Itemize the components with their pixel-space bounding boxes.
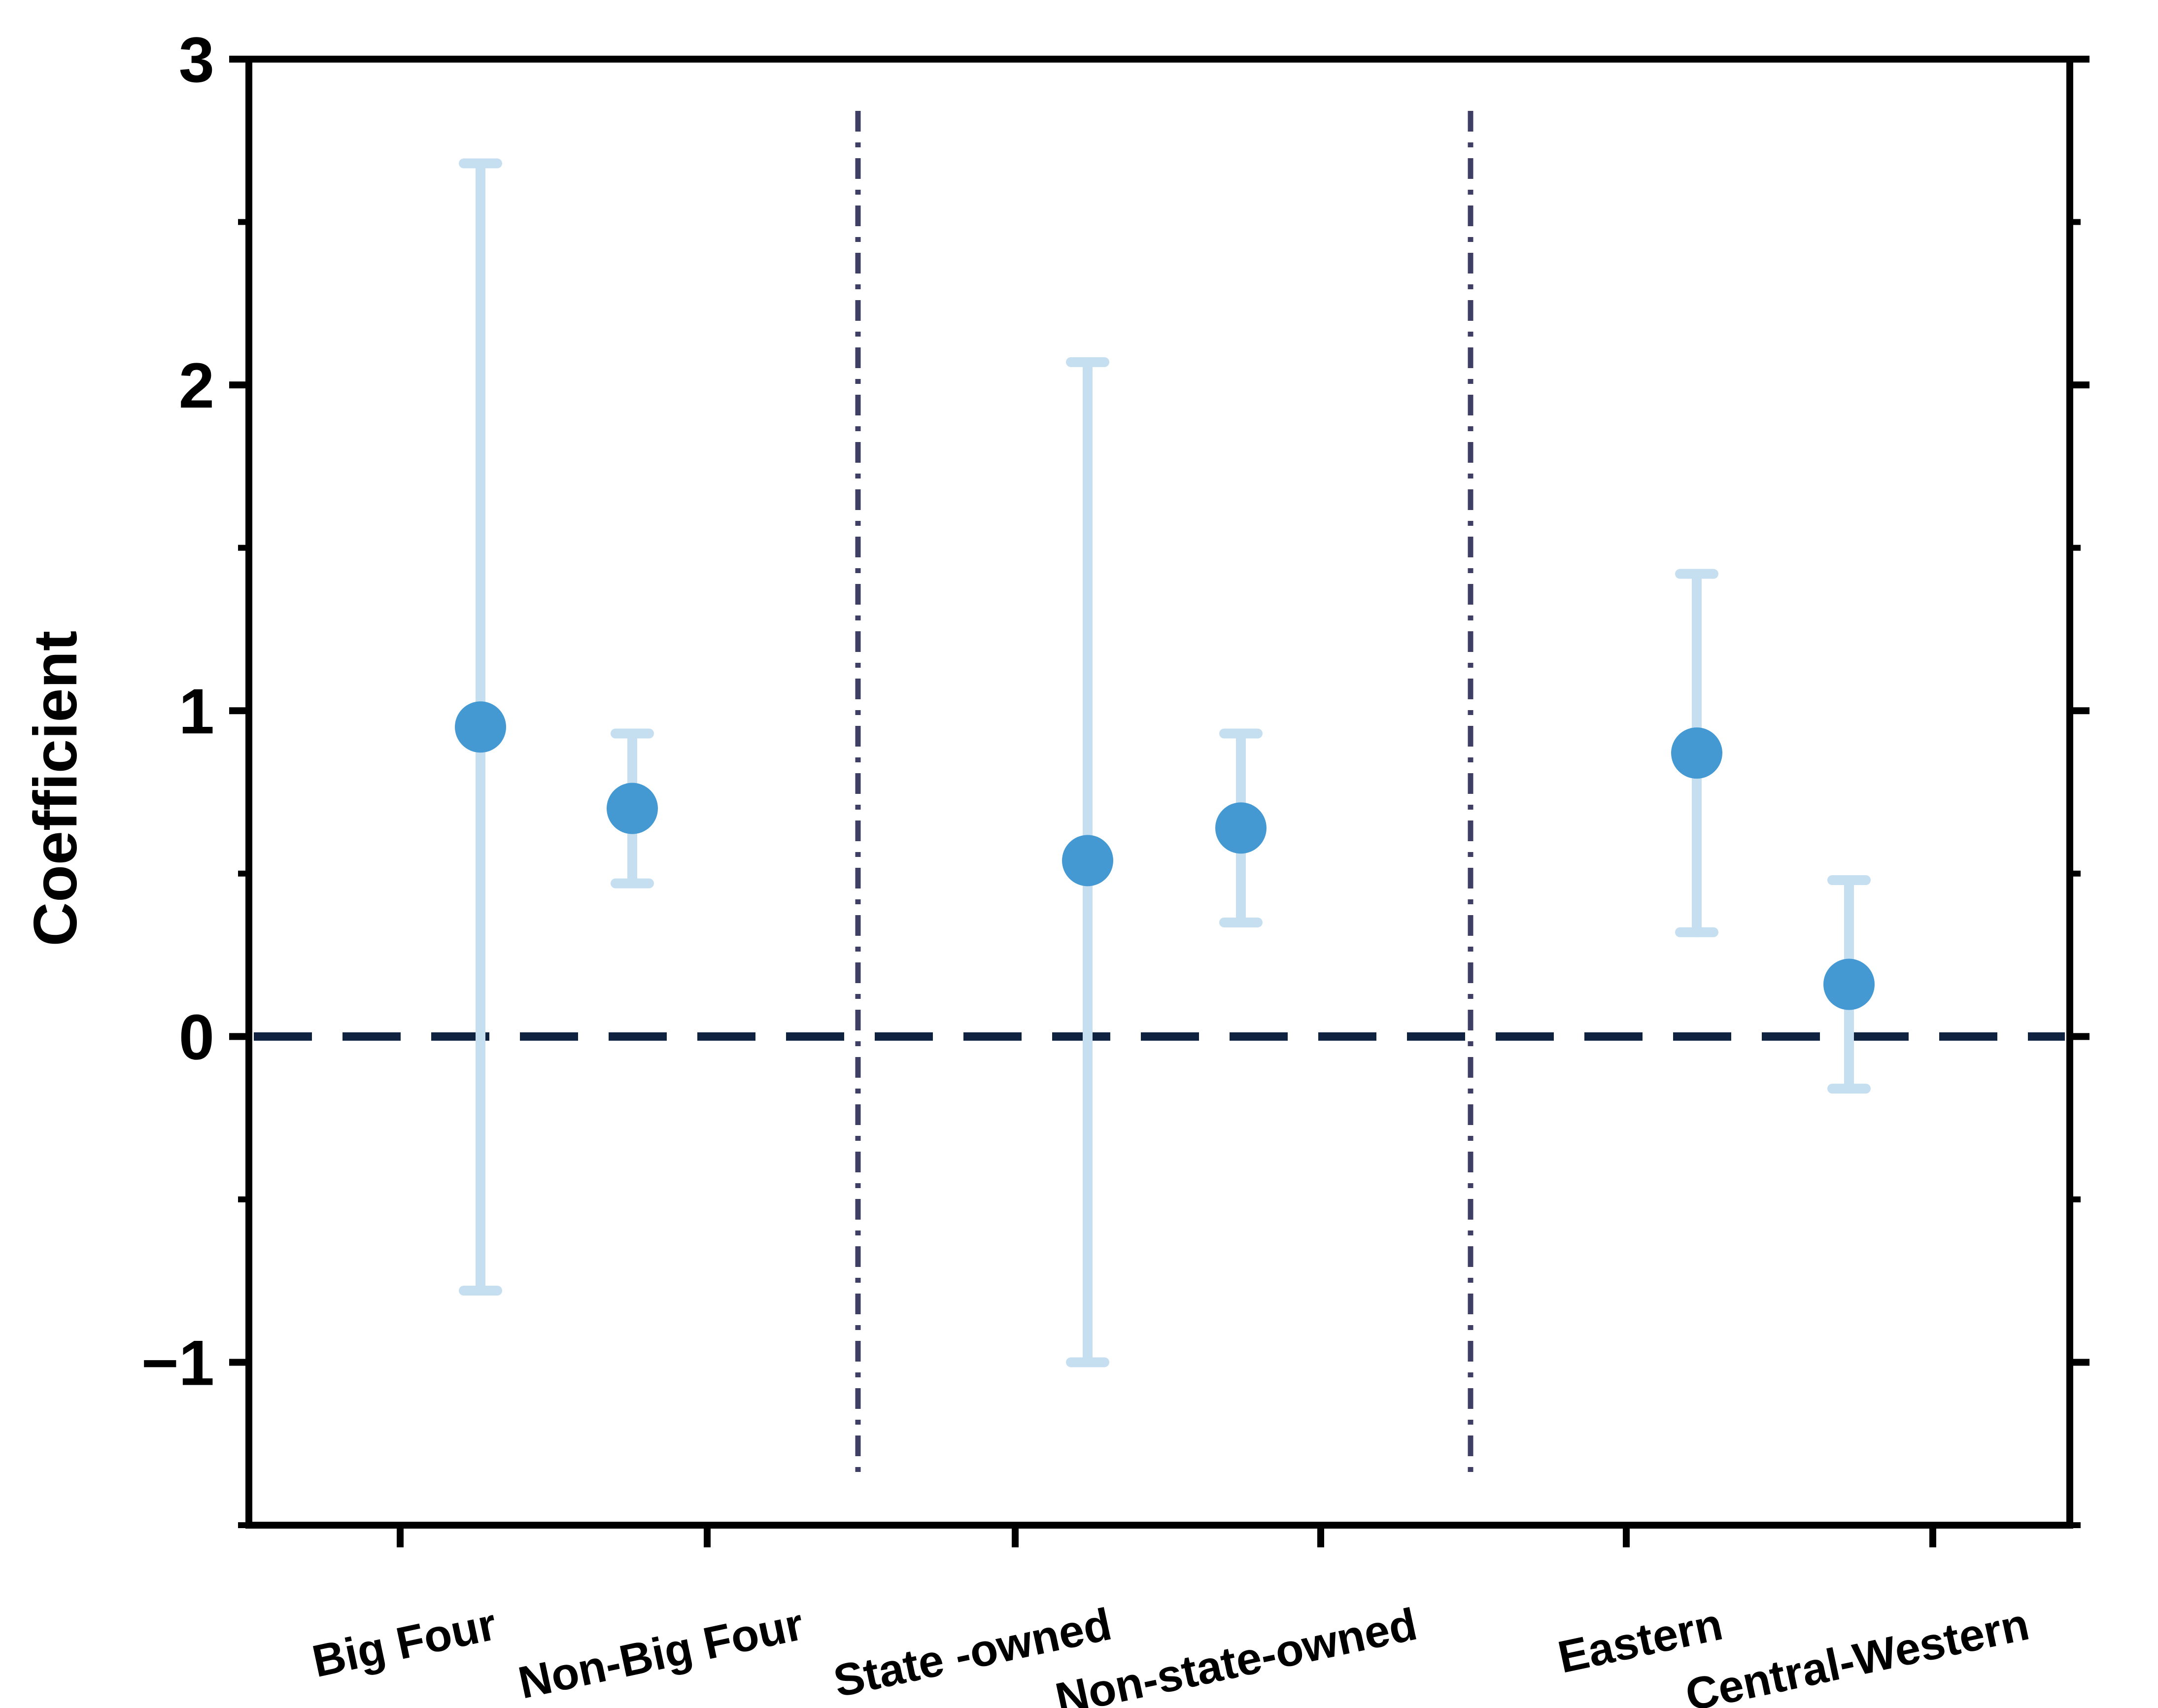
error-bars bbox=[459, 158, 1871, 1367]
data-point bbox=[1062, 835, 1113, 887]
y-tick-label: 0 bbox=[179, 1001, 214, 1073]
plot-frame bbox=[245, 56, 2073, 1529]
data-point bbox=[455, 701, 506, 753]
y-tick-label: 1 bbox=[179, 675, 214, 747]
x-tick-label: Central-Western bbox=[1681, 1599, 2034, 1708]
y-tick-label: −1 bbox=[141, 1327, 214, 1399]
x-tick-label: Non-Big Four bbox=[514, 1599, 808, 1708]
data-point bbox=[1671, 727, 1722, 779]
x-tick-label: Big Four bbox=[308, 1599, 501, 1687]
plot-frame-rect bbox=[245, 56, 2073, 1529]
group-separators bbox=[855, 111, 1473, 1478]
y-axis-label: Coefficient bbox=[22, 631, 90, 947]
data-point bbox=[607, 783, 658, 834]
ticks-layer bbox=[229, 56, 2089, 1547]
y-tick-label: 3 bbox=[179, 24, 214, 96]
data-points bbox=[455, 701, 1875, 1010]
y-tick-label: 2 bbox=[179, 349, 214, 421]
data-point bbox=[1215, 802, 1267, 854]
data-point bbox=[1823, 958, 1875, 1010]
